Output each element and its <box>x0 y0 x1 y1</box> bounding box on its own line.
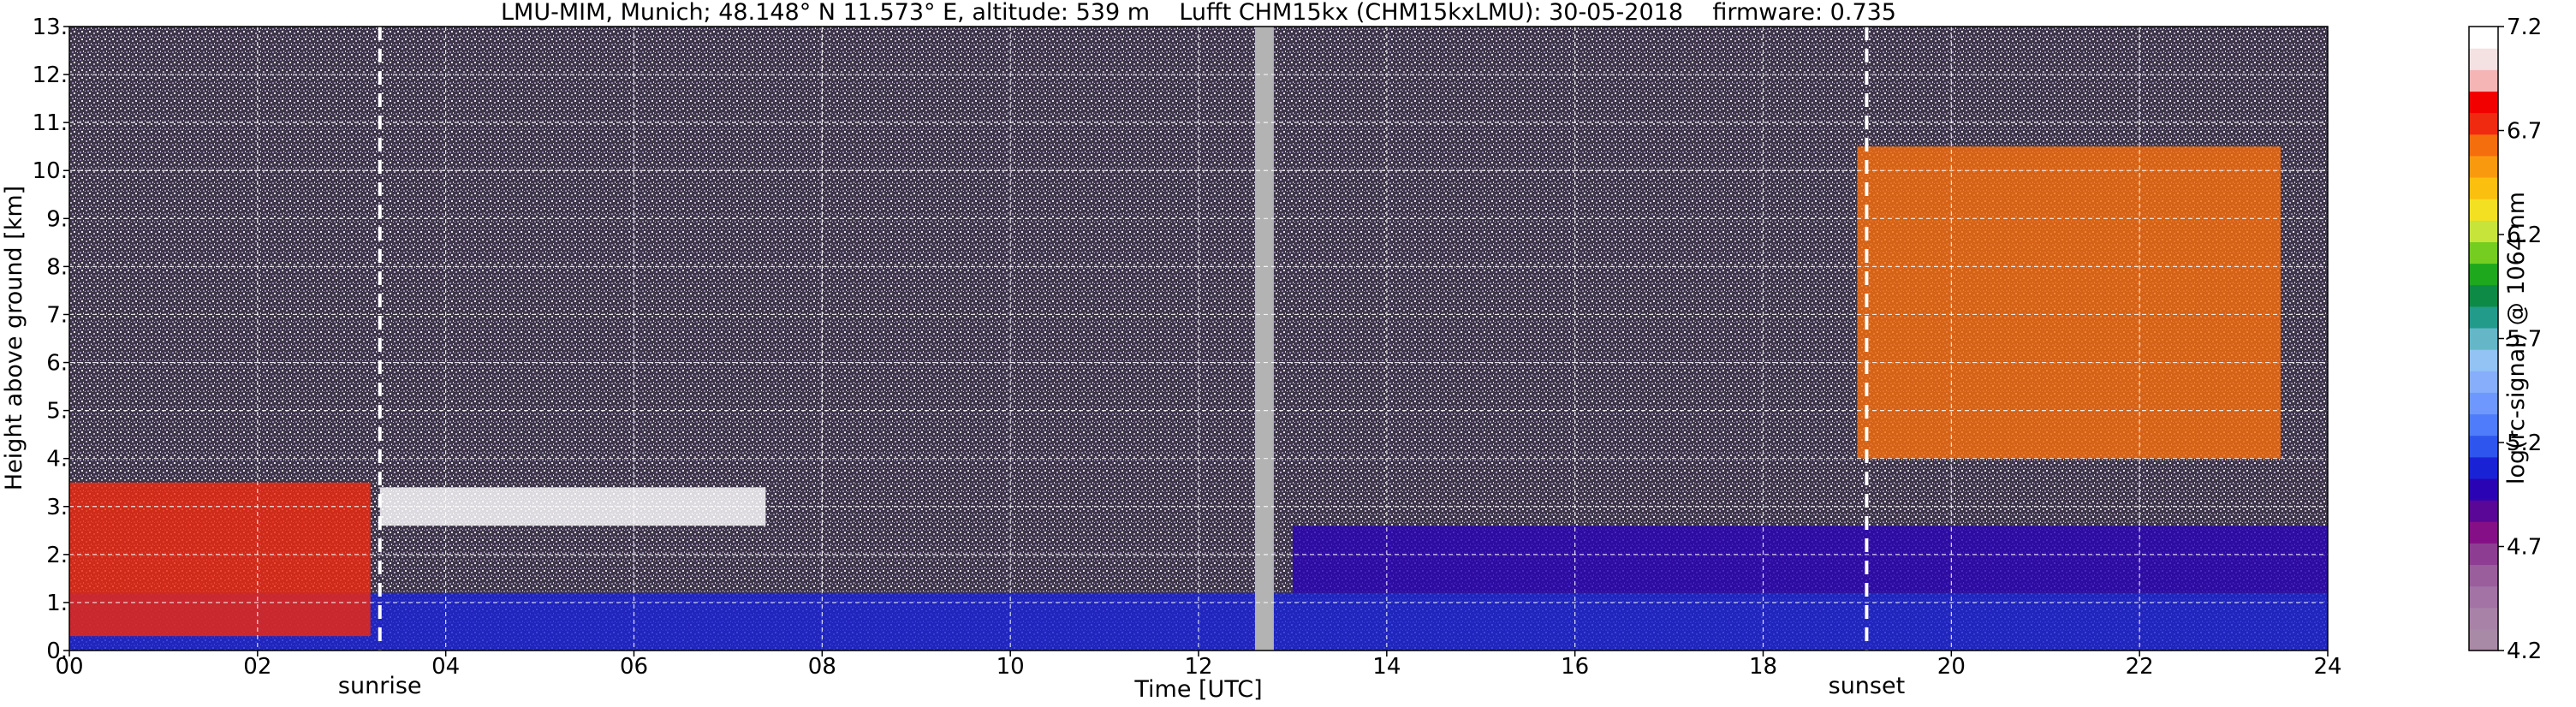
y-tick-label: 4. <box>46 447 68 472</box>
colorbar-segment <box>2469 91 2498 114</box>
colorbar <box>2468 26 2499 651</box>
colorbar-segment <box>2469 241 2498 264</box>
colorbar-segment <box>2469 176 2498 199</box>
colorbar-segment <box>2469 155 2498 178</box>
colorbar-segment <box>2469 112 2498 135</box>
colorbar-tick-label: 6.7 <box>2507 119 2542 145</box>
chart-title: LMU-MIM, Munich; 48.148° N 11.573° E, al… <box>501 0 1896 26</box>
colorbar-label: log(rc-signal) @ 1064 nm <box>2503 192 2530 484</box>
colorbar-tick-label: 4.7 <box>2507 535 2542 561</box>
x-tick-label: 22 <box>2126 654 2154 680</box>
x-tick-label: 12 <box>1184 654 1212 680</box>
colorbar-segment <box>2469 306 2498 329</box>
colorbar-segment <box>2469 478 2498 501</box>
x-tick-label: 04 <box>431 654 460 680</box>
colorbar-segment <box>2469 199 2498 221</box>
colorbar-segment <box>2469 220 2498 242</box>
y-tick-label: 2. <box>46 543 68 568</box>
x-tick-label: 14 <box>1372 654 1401 680</box>
colorbar-segment <box>2469 134 2498 157</box>
y-tick-label: 8. <box>46 254 68 280</box>
colorbar-segment <box>2469 413 2498 437</box>
colorbar-tick-label: 5.2 <box>2507 431 2542 456</box>
x-tick-label: 16 <box>1561 654 1589 680</box>
colorbar-segment <box>2469 500 2498 522</box>
colorbar-segment <box>2469 543 2498 566</box>
y-tick-label: 5. <box>46 399 68 425</box>
sunrise-label: sunrise <box>338 673 422 699</box>
colorbar-segment <box>2469 585 2498 609</box>
colorbar-segment <box>2469 263 2498 286</box>
y-tick-label: 10. <box>33 158 68 184</box>
colorbar-segment <box>2469 48 2498 70</box>
x-tick-label: 02 <box>243 654 271 680</box>
sunset-label: sunset <box>1829 673 1906 699</box>
y-tick-label: 6. <box>46 351 68 377</box>
y-tick-label: 12. <box>33 62 68 88</box>
y-tick-label: 13. <box>33 15 68 40</box>
colorbar-tick-label: 6.2 <box>2507 223 2542 248</box>
x-tick-label: 08 <box>808 654 836 680</box>
x-tick-label: 06 <box>620 654 648 680</box>
colorbar-segment <box>2469 456 2498 479</box>
x-axis-label: Time [UTC] <box>1133 676 1262 703</box>
colorbar-segment <box>2469 628 2498 651</box>
colorbar-segment <box>2469 371 2498 393</box>
x-tick-label: 10 <box>996 654 1025 680</box>
y-tick-label: 7. <box>46 302 68 328</box>
colorbar-tick-label: 4.2 <box>2507 639 2542 664</box>
y-tick-label: 9. <box>46 206 68 232</box>
layer-residual-layer <box>1292 526 2328 593</box>
y-tick-label: 3. <box>46 495 68 520</box>
colorbar-segment <box>2469 392 2498 415</box>
layer-evening-cloud <box>1857 146 2282 459</box>
colorbar-segment <box>2469 69 2498 92</box>
no-data-gap <box>1254 27 1274 651</box>
y-axis-ticks: 0. 1. 2. 3. 4. 5. 6. 7. 8. 9. 10. 11. 12. 13. <box>33 15 69 664</box>
colorbar-segment <box>2469 349 2498 371</box>
colorbar-segment <box>2469 27 2498 49</box>
x-tick-label: 24 <box>2313 654 2341 680</box>
colorbar-segment <box>2469 521 2498 544</box>
sun-markers: sunrise sunset <box>338 27 1905 699</box>
colorbar-ticks: 4.2 4.7 5.2 5.7 6.2 6.7 7.2 <box>2498 15 2542 664</box>
colorbar-segment <box>2469 564 2498 587</box>
colorbar-tick-label: 5.7 <box>2507 327 2542 353</box>
x-tick-label: 18 <box>1749 654 1777 680</box>
x-tick-label: 00 <box>55 654 83 680</box>
y-tick-label: 0. <box>46 639 68 664</box>
colorbar-segment <box>2469 607 2498 630</box>
colorbar-segment <box>2469 327 2498 350</box>
colorbar-segment <box>2469 284 2498 307</box>
colorbar-tick-label: 7.2 <box>2507 15 2542 40</box>
x-axis-ticks: 00 02 04 06 08 10 12 14 16 18 20 22 24 <box>55 651 2342 680</box>
y-tick-label: 11. <box>33 110 68 136</box>
grid-lines <box>69 27 2328 651</box>
y-axis-label: Height above ground [km] <box>1 186 27 490</box>
colorbar-segment <box>2469 435 2498 458</box>
layer-morning-cloud <box>69 482 371 637</box>
x-tick-label: 20 <box>1937 654 1966 680</box>
y-tick-label: 1. <box>46 591 68 616</box>
